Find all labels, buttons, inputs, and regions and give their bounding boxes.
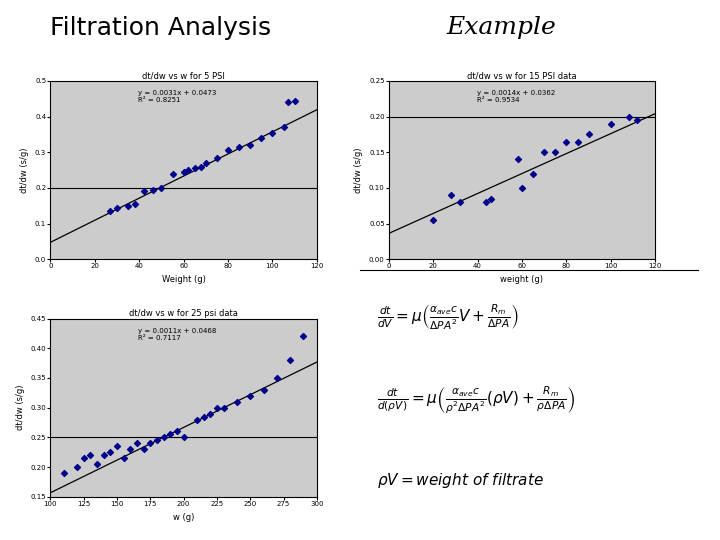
Point xyxy=(217,403,229,412)
Point xyxy=(200,159,212,167)
Point xyxy=(178,167,189,176)
Point xyxy=(91,460,103,469)
Point xyxy=(98,451,109,460)
Point xyxy=(204,409,216,418)
Point xyxy=(104,207,116,215)
Point xyxy=(118,454,130,462)
Title: dt/dw vs w for 25 psi data: dt/dw vs w for 25 psi data xyxy=(129,309,238,318)
Point xyxy=(266,129,278,137)
Text: y = 0.0014x + 0.0362
R² = 0.9534: y = 0.0014x + 0.0362 R² = 0.9534 xyxy=(477,90,555,103)
Point xyxy=(244,141,256,150)
Point xyxy=(516,184,528,192)
Y-axis label: dt/dw (s/g): dt/dw (s/g) xyxy=(20,147,30,193)
Point xyxy=(111,442,122,450)
Point xyxy=(158,433,169,442)
Text: $\rho V = \mathit{weight\ of\ filtrate}$: $\rho V = \mathit{weight\ of\ filtrate}$ xyxy=(377,471,544,490)
Text: y = 0.0011x + 0.0468
R² = 0.7117: y = 0.0011x + 0.0468 R² = 0.7117 xyxy=(138,327,217,341)
Point xyxy=(211,153,222,162)
Point xyxy=(298,332,310,341)
Point xyxy=(244,392,256,400)
X-axis label: weight (g): weight (g) xyxy=(500,275,544,284)
Point xyxy=(256,134,267,143)
Point xyxy=(231,397,243,406)
Point xyxy=(222,146,234,155)
Point xyxy=(258,386,269,394)
Point xyxy=(445,191,456,199)
Text: Filtration Analysis: Filtration Analysis xyxy=(50,16,271,40)
Point xyxy=(84,451,96,460)
Y-axis label: dt/dw (s/g): dt/dw (s/g) xyxy=(16,385,25,430)
Point xyxy=(428,215,439,224)
Point xyxy=(572,137,583,146)
Point xyxy=(196,162,207,171)
Point xyxy=(58,469,69,477)
Point xyxy=(122,201,134,210)
Text: $\frac{dt}{d(\rho V)} = \mu\left(\frac{\alpha_{ave}c}{\rho^2\Delta PA^2}(\rho V): $\frac{dt}{d(\rho V)} = \mu\left(\frac{\… xyxy=(377,384,575,416)
Point xyxy=(178,433,189,442)
Point xyxy=(289,96,300,105)
Point xyxy=(631,116,643,125)
Point xyxy=(191,415,203,424)
Point xyxy=(233,143,245,151)
Point xyxy=(284,356,296,364)
Point xyxy=(111,203,122,212)
Point xyxy=(104,448,116,457)
Point xyxy=(512,155,523,164)
Point xyxy=(78,454,89,462)
Point xyxy=(211,403,222,412)
Point xyxy=(481,198,492,206)
Point xyxy=(147,185,158,194)
Point xyxy=(454,198,466,206)
Title: dt/dw vs w for 5 PSI: dt/dw vs w for 5 PSI xyxy=(142,71,225,80)
Point xyxy=(271,374,283,382)
Point xyxy=(151,436,163,445)
Point xyxy=(623,112,634,121)
Title: dt/dw vs w for 15 PSI data: dt/dw vs w for 15 PSI data xyxy=(467,71,577,80)
Text: Example: Example xyxy=(446,16,556,39)
Y-axis label: dt/dw (s/g): dt/dw (s/g) xyxy=(354,147,364,193)
Point xyxy=(282,98,294,107)
Point xyxy=(485,194,497,203)
Point xyxy=(583,130,595,139)
Point xyxy=(549,148,561,157)
Point xyxy=(145,439,156,448)
Point xyxy=(156,184,167,192)
Point xyxy=(138,445,150,454)
Text: $\frac{dt}{dV} = \mu\left(\frac{\alpha_{ave}c}{\Delta PA^2}V + \frac{R_m}{\Delta: $\frac{dt}{dV} = \mu\left(\frac{\alpha_{… xyxy=(377,302,518,332)
X-axis label: w (g): w (g) xyxy=(173,512,194,522)
Point xyxy=(198,413,210,421)
Point xyxy=(527,170,539,178)
X-axis label: Weight (g): Weight (g) xyxy=(162,275,205,284)
Point xyxy=(182,166,194,174)
Point xyxy=(131,439,143,448)
Point xyxy=(138,187,150,196)
Point xyxy=(539,148,550,157)
Point xyxy=(171,427,183,436)
Point xyxy=(605,119,616,128)
Point xyxy=(561,137,572,146)
Point xyxy=(164,430,176,438)
Point xyxy=(189,164,200,173)
Text: y = 0.0031x + 0.0473
R² = 0.8251: y = 0.0031x + 0.0473 R² = 0.8251 xyxy=(138,90,217,103)
Point xyxy=(71,463,83,471)
Point xyxy=(125,445,136,454)
Point xyxy=(167,170,179,178)
Point xyxy=(129,200,140,208)
Point xyxy=(278,123,289,132)
